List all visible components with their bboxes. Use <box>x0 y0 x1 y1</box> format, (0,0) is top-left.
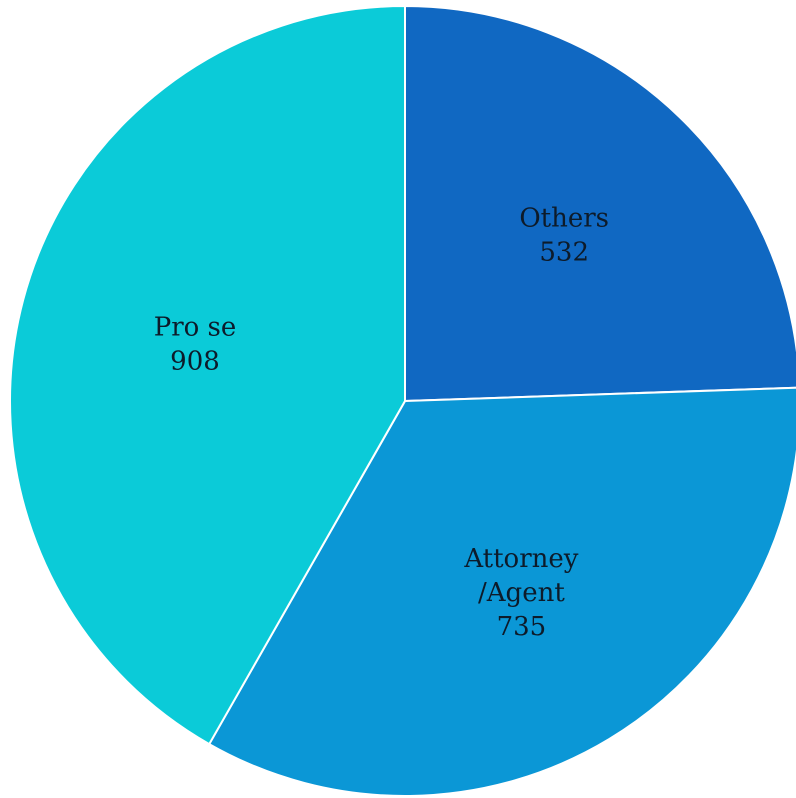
slice-category-label: /Agent <box>478 578 565 608</box>
pie-slice-attorney-agent <box>207 386 796 797</box>
slice-value-label: 735 <box>497 612 547 642</box>
slice-value-label: 908 <box>170 346 220 376</box>
slice-category-label: Pro se <box>154 312 237 342</box>
pie-slices <box>9 4 796 797</box>
slice-value-label: 532 <box>539 237 589 267</box>
slice-category-label: Attorney <box>463 544 578 574</box>
pie-labels: Others 532 Attorney/Agent 735 Pro se 908 <box>154 203 609 642</box>
pie-slice-pro-se <box>9 4 406 746</box>
pie-slice-others <box>404 4 796 403</box>
slice-category-label: Others <box>519 203 609 233</box>
